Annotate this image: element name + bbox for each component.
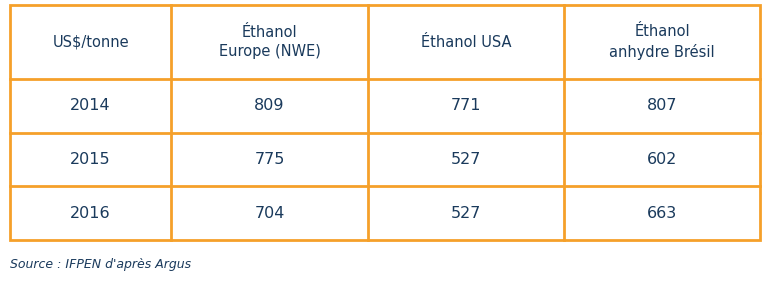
Text: 771: 771 bbox=[450, 98, 481, 113]
Text: Éthanol
anhydre Brésil: Éthanol anhydre Brésil bbox=[609, 24, 715, 60]
Text: 527: 527 bbox=[450, 206, 481, 221]
Text: US$/tonne: US$/tonne bbox=[52, 35, 129, 49]
Text: 663: 663 bbox=[647, 206, 678, 221]
Text: 602: 602 bbox=[647, 152, 678, 167]
Text: Éthanol
Europe (NWE): Éthanol Europe (NWE) bbox=[219, 25, 320, 59]
Text: 2016: 2016 bbox=[70, 206, 111, 221]
Text: 2014: 2014 bbox=[70, 98, 111, 113]
Text: 809: 809 bbox=[254, 98, 285, 113]
Text: 704: 704 bbox=[254, 206, 285, 221]
Text: 807: 807 bbox=[647, 98, 678, 113]
Text: Source : IFPEN d'après Argus: Source : IFPEN d'après Argus bbox=[10, 258, 191, 271]
Text: 2015: 2015 bbox=[70, 152, 111, 167]
Text: 527: 527 bbox=[450, 152, 481, 167]
Text: Éthanol USA: Éthanol USA bbox=[420, 35, 511, 49]
Bar bbox=[10, 5, 760, 240]
Text: 775: 775 bbox=[254, 152, 285, 167]
